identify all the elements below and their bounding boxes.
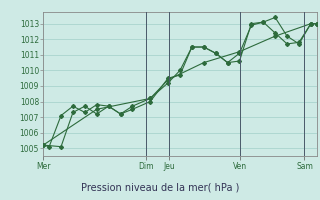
Text: Pression niveau de la mer( hPa ): Pression niveau de la mer( hPa ) [81, 182, 239, 192]
